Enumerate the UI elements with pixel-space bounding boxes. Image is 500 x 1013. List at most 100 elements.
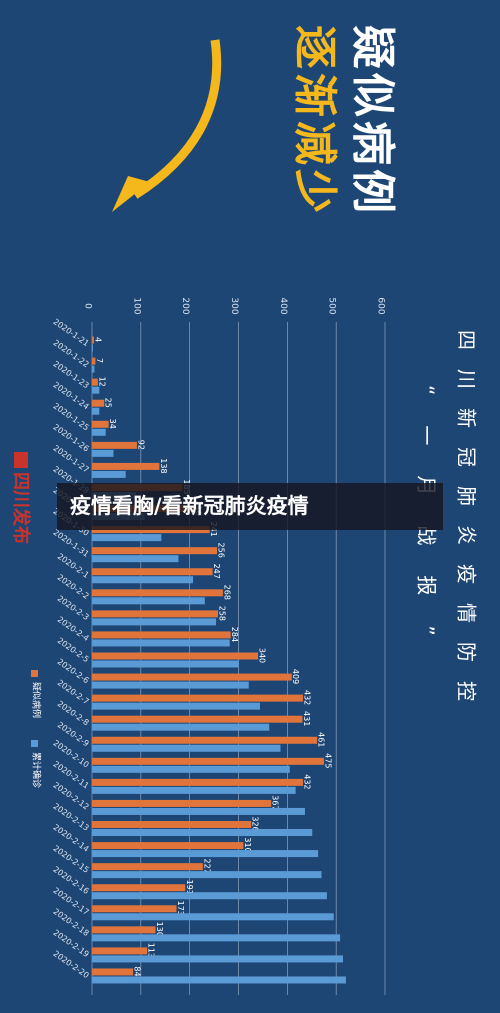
annotation: 逐渐减少	[289, 25, 340, 217]
bar	[92, 955, 344, 963]
bar	[92, 449, 114, 457]
bar	[92, 829, 313, 837]
bar	[92, 589, 223, 597]
bar	[92, 673, 292, 681]
bar	[92, 757, 324, 765]
data-label: 84	[133, 966, 142, 976]
arrow-head	[112, 176, 150, 212]
x-tick-label: 0	[83, 303, 93, 309]
bar	[92, 850, 319, 858]
bar	[92, 694, 303, 702]
data-label: 138	[159, 458, 168, 473]
bar	[92, 799, 272, 807]
bar	[92, 597, 205, 605]
data-label: 310	[243, 837, 252, 852]
data-label: 475	[323, 753, 332, 768]
bar	[92, 378, 98, 386]
bar	[92, 547, 218, 555]
bar	[92, 702, 260, 710]
logo-mark	[14, 452, 28, 468]
bar	[92, 618, 217, 626]
data-label: 431	[302, 711, 311, 726]
data-label: 432	[302, 690, 311, 705]
data-label: 4	[93, 337, 102, 342]
data-label: 130	[155, 922, 164, 937]
bar	[92, 681, 249, 689]
legend-label: 疑似病例	[31, 682, 43, 718]
data-label: 284	[230, 627, 239, 642]
bar	[92, 407, 100, 415]
data-label: 173	[176, 901, 185, 916]
bar	[92, 365, 95, 373]
annotation: 疑似病例	[347, 25, 398, 217]
data-label: 247	[212, 564, 221, 579]
data-label: 461	[317, 732, 326, 747]
bar	[92, 842, 244, 850]
bar	[92, 723, 270, 731]
bar	[92, 428, 106, 436]
data-label: 340	[258, 648, 267, 663]
bar	[92, 871, 322, 879]
data-label: 256	[217, 543, 226, 558]
bar	[92, 744, 281, 752]
data-label: 25	[104, 398, 113, 408]
bar	[92, 934, 341, 942]
bar	[92, 336, 94, 344]
legend-swatch	[31, 670, 38, 677]
x-tick-label: 200	[180, 297, 190, 314]
bar	[92, 357, 96, 365]
bar	[92, 736, 318, 744]
bar	[92, 399, 105, 407]
x-tick-label: 400	[278, 297, 288, 314]
bar	[92, 470, 126, 478]
data-label: 367	[271, 795, 280, 810]
data-label: 7	[95, 358, 104, 363]
bar	[92, 892, 327, 900]
bar	[92, 344, 93, 352]
caption-band	[57, 483, 443, 530]
bar	[92, 576, 194, 584]
data-label: 409	[291, 669, 300, 684]
bar	[92, 462, 160, 470]
x-tick-label: 600	[376, 297, 386, 314]
source-logo: 四川发布	[10, 472, 32, 544]
data-label: 113	[147, 943, 156, 958]
data-label: 92	[136, 440, 145, 450]
bar	[92, 534, 162, 542]
bar	[92, 807, 305, 815]
bar	[92, 786, 296, 794]
legend-swatch	[31, 740, 38, 747]
bar	[92, 639, 230, 647]
data-label: 258	[217, 606, 226, 621]
bar	[92, 905, 177, 913]
chart-title: 四川新冠肺炎疫情防控	[455, 330, 479, 720]
x-tick-label: 300	[229, 297, 239, 314]
bar	[92, 386, 100, 394]
bar	[92, 715, 303, 723]
bar	[92, 420, 109, 428]
bar	[92, 441, 137, 449]
bar	[92, 926, 156, 934]
data-label: 326	[251, 816, 260, 831]
data-label: 268	[222, 585, 231, 600]
data-label: 227	[202, 859, 211, 874]
bar	[92, 976, 346, 984]
bar	[92, 555, 179, 563]
bar	[92, 765, 290, 773]
bar	[92, 568, 213, 576]
bar	[92, 652, 259, 660]
data-label: 432	[302, 774, 311, 789]
data-label: 34	[108, 419, 117, 429]
bar	[92, 660, 239, 668]
bar	[92, 884, 186, 892]
bar	[92, 968, 134, 976]
bar	[92, 863, 203, 871]
caption: 疫情看胸/看新冠肺炎疫情	[70, 494, 309, 518]
bar	[92, 778, 303, 786]
bar	[92, 631, 231, 639]
data-label: 12	[97, 377, 106, 387]
x-tick-label: 500	[327, 297, 337, 314]
data-label: 191	[185, 880, 194, 895]
